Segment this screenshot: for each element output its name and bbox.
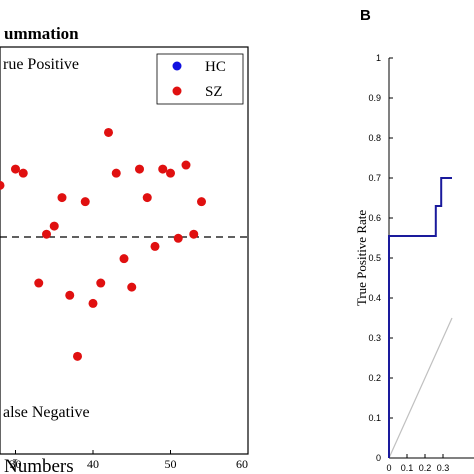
sz-points <box>0 127 206 361</box>
data-point-sz <box>18 168 28 178</box>
y-tick-label: 0 <box>376 453 381 463</box>
x-tick-label: 0.2 <box>419 463 432 473</box>
panel-b-y-axis-label: True Positive Rate <box>354 210 369 307</box>
panel-a-title: ummation <box>4 24 79 43</box>
annotation-false-negative: alse Negative <box>3 404 90 421</box>
annotation-true-positive: rue Positive <box>3 56 79 73</box>
data-point-sz <box>42 229 51 239</box>
data-point-sz <box>142 193 152 203</box>
panel-a-plot-frame <box>0 46 249 455</box>
data-point-sz <box>11 164 20 174</box>
y-tick-label: 0.2 <box>368 373 381 383</box>
y-tick-label: 0.4 <box>368 293 381 303</box>
panel-b-x-ticks: 0 0.1 0.2 0.3 <box>386 454 449 473</box>
legend-hc-marker <box>172 61 182 71</box>
x-tick-label: 30 <box>10 457 22 471</box>
y-tick-label: 0.9 <box>368 93 381 103</box>
data-point-sz <box>111 168 121 178</box>
data-point-sz <box>127 282 137 292</box>
y-tick-label: 0.3 <box>368 333 381 343</box>
data-point-sz <box>189 229 199 239</box>
panel-b-y-ticks: 0 0.1 0.2 0.3 0.4 0.5 0.6 0.7 0.8 0.9 1 <box>368 53 393 463</box>
data-point-sz <box>49 221 59 231</box>
x-tick-label: 60 <box>236 457 248 471</box>
panel-a-x-ticks: 30 40 50 60 <box>10 450 249 471</box>
panel-b: B 00.10.20.30.40.50.60.70.80.91 0 0.1 0.2 0… <box>354 7 474 473</box>
legend-hc-label: HC <box>205 59 226 75</box>
data-point-sz <box>88 298 98 308</box>
data-point-sz <box>0 180 5 190</box>
data-point-sz <box>181 160 191 170</box>
data-point-sz <box>158 164 168 174</box>
chance-diagonal <box>388 317 453 459</box>
x-tick-label: 0.1 <box>401 463 414 473</box>
data-point-sz <box>197 197 206 207</box>
data-point-sz <box>173 233 183 243</box>
x-tick-label: 0 <box>386 463 391 473</box>
y-tick-label: 0.1 <box>368 413 381 423</box>
data-point-sz <box>57 193 67 203</box>
panel-a: ummation rue Positive alse Negative 30 40… <box>0 24 249 474</box>
roc-curve <box>388 177 452 458</box>
y-tick-label: 0.7 <box>368 173 381 183</box>
data-point-sz <box>73 351 82 361</box>
x-tick-label: 40 <box>87 457 99 471</box>
data-point-sz <box>104 127 113 137</box>
y-tick-label: 1 <box>376 53 381 63</box>
legend-sz-marker <box>172 86 182 96</box>
legend: HC SZ <box>156 53 244 105</box>
data-point-sz <box>135 164 144 174</box>
panel-a-x-axis-label: Numbers <box>4 456 74 474</box>
data-point-sz <box>80 197 90 207</box>
data-point-sz <box>34 278 44 288</box>
data-point-sz <box>119 254 129 264</box>
legend-box <box>156 53 244 105</box>
data-point-sz <box>166 168 175 178</box>
y-tick-label: 0.8 <box>368 133 381 143</box>
data-point-sz <box>96 278 106 288</box>
x-tick-label: 50 <box>165 457 177 471</box>
y-tick-label: 0.6 <box>368 213 381 223</box>
x-tick-label: 0.3 <box>437 463 450 473</box>
data-point-sz <box>65 290 75 300</box>
panel-b-label: B <box>360 7 371 24</box>
y-tick-label: 0.5 <box>368 253 381 263</box>
data-point-sz <box>150 241 160 251</box>
legend-sz-label: SZ <box>205 84 223 100</box>
